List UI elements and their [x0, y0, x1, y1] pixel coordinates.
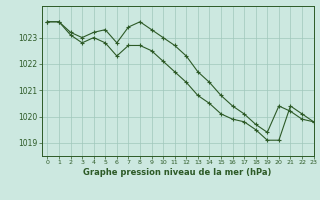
X-axis label: Graphe pression niveau de la mer (hPa): Graphe pression niveau de la mer (hPa)	[84, 168, 272, 177]
